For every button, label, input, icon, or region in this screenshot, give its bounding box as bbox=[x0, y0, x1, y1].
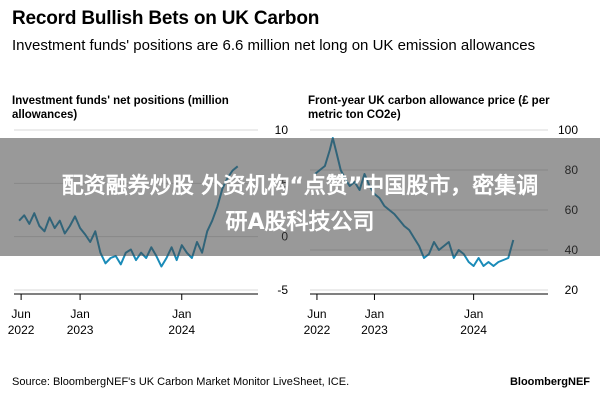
brand-logo: BloombergNEF bbox=[509, 376, 590, 388]
right-x-tick-label: Jan bbox=[464, 307, 483, 321]
left-x-tick-label: Jan bbox=[70, 307, 89, 321]
right-y-tick-label: 100 bbox=[558, 123, 578, 137]
left-x-tick-label: Jun bbox=[11, 307, 30, 321]
right-x-tick-year: 2023 bbox=[361, 323, 388, 337]
right-x-tick-label: Jan bbox=[365, 307, 384, 321]
left-x-tick-year: 2023 bbox=[67, 323, 94, 337]
source-note: Source: BloombergNEF's UK Carbon Market … bbox=[12, 376, 350, 388]
chart-title: Record Bullish Bets on UK Carbon bbox=[12, 8, 320, 29]
left-y-tick-label: 10 bbox=[275, 123, 289, 137]
overlay-banner bbox=[0, 138, 600, 256]
right-x-tick-year: 2022 bbox=[304, 323, 331, 337]
right-y-tick-label: 20 bbox=[565, 283, 579, 297]
right-x-tick-label: Jun bbox=[307, 307, 326, 321]
left-x-tick-year: 2024 bbox=[168, 323, 195, 337]
overlay-headline-line-1: 配资融券炒股 外资机构“点赞”中国股市，密集调 bbox=[61, 174, 539, 199]
left-x-tick-label: Jan bbox=[172, 307, 191, 321]
left-x-tick-year: 2022 bbox=[8, 323, 35, 337]
right-panel-title: Front-year UK carbon allowance price (£ … bbox=[308, 95, 550, 121]
left-panel-title: Investment funds' net positions (million… bbox=[12, 95, 229, 121]
overlay-headline-line-2: 研A股科技公司 bbox=[225, 210, 375, 235]
right-x-tick-year: 2024 bbox=[460, 323, 487, 337]
chart-subtitle: Investment funds' positions are 6.6 mill… bbox=[12, 37, 536, 54]
left-y-tick-label: -5 bbox=[277, 283, 288, 297]
